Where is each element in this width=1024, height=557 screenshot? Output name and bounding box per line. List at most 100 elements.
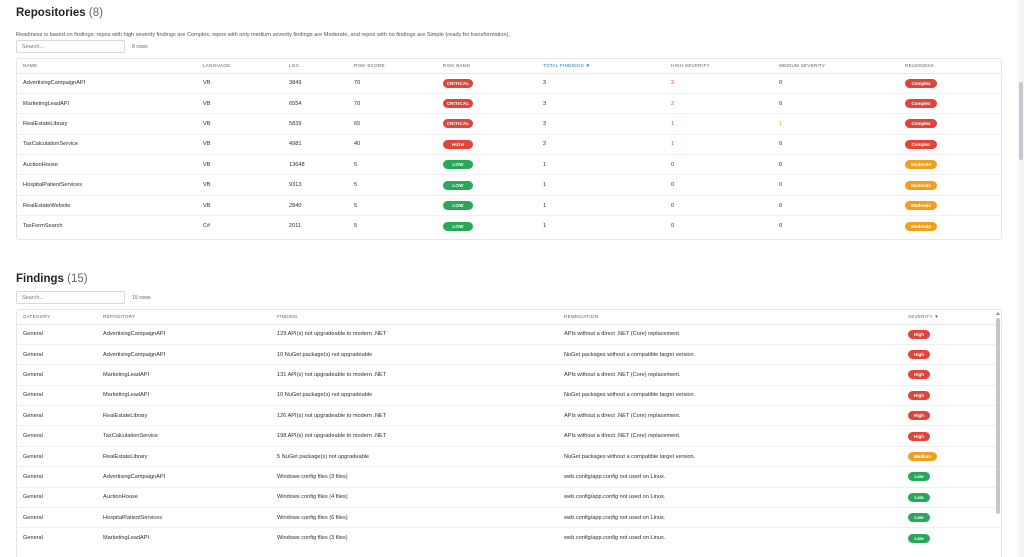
table-row[interactable]: General RealEstateLibrary 126 API(s) not u… [17, 405, 1001, 427]
table-row[interactable]: MarketingLeadAPI VB 6554 70 CRITICAL 3 2 0 Compl… [17, 93, 1001, 115]
repo-risk-score: 70 [348, 93, 437, 115]
finding-repository: TaxCalculationService [97, 425, 271, 447]
repositories-column-header[interactable]: TOTAL FINDINGS ▼ [537, 59, 665, 74]
table-row[interactable]: RealEstateLibrary VB 5839 65 CRITICAL 3 1 1 Comp… [17, 113, 1001, 135]
findings-scrollbar-thumb[interactable] [996, 318, 1000, 514]
finding-remediation: APIs without a direct .NET (Core) replac… [558, 364, 902, 386]
repositories-column-header[interactable]: HIGH SEVERITY [665, 59, 773, 74]
repo-name: HospitalPatientServices [17, 174, 197, 196]
finding-remediation: web.config/app.config not used on Linux. [564, 535, 666, 542]
repo-language: VB [197, 134, 283, 156]
repo-loc: 2840 [283, 195, 348, 217]
repo-readiness-cell: Moderate [899, 174, 1001, 196]
table-row[interactable]: AdvertisingCampaignAPI VB 3849 70 CRITICAL 3 2… [17, 73, 1001, 94]
readiness-badge: Moderate [905, 180, 937, 190]
finding-severity-cell: High [902, 405, 1001, 427]
repo-language: VB [197, 93, 283, 115]
finding-repository: AdvertisingCampaignAPI [97, 344, 271, 366]
repo-medium-severity: 0 [779, 223, 783, 230]
severity-badge: Low [908, 513, 930, 523]
repositories-column-header[interactable]: NAME [17, 59, 197, 74]
page-scrollbar[interactable] [1018, 0, 1024, 557]
finding-category: General [17, 364, 97, 386]
repo-total-findings: 1 [537, 195, 665, 217]
findings-column-header[interactable]: REPOSITORY [97, 310, 271, 325]
risk-band-badge: LOW [443, 221, 473, 231]
finding-description: Windows config files (6 files) [271, 507, 558, 529]
repo-total-findings: 2 [537, 134, 665, 156]
table-row[interactable]: AuctionHouse VB 13648 5 LOW 1 0 0 Moderate [17, 154, 1001, 176]
repo-medium-severity: 0 [773, 174, 899, 196]
findings-column-header[interactable]: SEVERITY ▼ [902, 310, 1001, 325]
finding-severity-cell: Low [902, 528, 1001, 548]
finding-severity-cell: High [902, 385, 1001, 407]
table-row[interactable]: General AdvertisingCampaignAPI 10 NuGet pa… [17, 344, 1001, 366]
repositories-column-header[interactable]: READINESS [899, 59, 1001, 74]
repo-readiness-cell: Moderate [899, 154, 1001, 176]
risk-band-badge: LOW [443, 160, 473, 170]
repo-medium-severity: 1 [773, 113, 899, 135]
finding-severity-cell: High [902, 364, 1001, 386]
repo-language: VB [197, 73, 283, 94]
finding-description: 198 API(s) not upgradeable to modern .NE… [271, 425, 558, 447]
table-row[interactable]: General MarketingLeadAPI 10 NuGet package(… [17, 385, 1001, 407]
table-row[interactable]: HospitalPatientServices VB 9313 5 LOW 1 0 0 Mode… [17, 174, 1001, 196]
repo-risk-score: 5 [354, 223, 358, 230]
finding-remediation: NuGet packages without a compatible targ… [558, 344, 902, 366]
repositories-column-header[interactable]: LANGUAGE [197, 59, 283, 74]
findings-scrollbar[interactable] [996, 312, 1000, 557]
findings-search-input[interactable] [16, 291, 125, 304]
repo-readiness-cell: Moderate [899, 195, 1001, 217]
findings-column-header[interactable]: REMEDIATION [558, 310, 902, 325]
findings-table-card: CATEGORY REPOSITORY FINDING REMEDIATION SEVE… [16, 309, 1002, 557]
table-row[interactable]: General AdvertisingCampaignAPI 129 API(s) … [17, 324, 1001, 345]
repo-risk-score: 5 [348, 195, 437, 217]
table-row[interactable]: RealEstateWebsite VB 2840 5 LOW 1 0 0 Moderate [17, 195, 1001, 217]
findings-search-row: 15 rows [16, 291, 151, 304]
repositories-column-header[interactable]: RISK SCORE [348, 59, 437, 74]
finding-remediation: APIs without a direct .NET (Core) replac… [558, 405, 902, 427]
finding-severity-cell: Low [902, 466, 1001, 488]
table-row[interactable]: TaxFormSearch C# 2011 5 LOW 1 0 0 Moderate [17, 216, 1001, 236]
repositories-title-text: Repositories [16, 7, 86, 19]
repo-language: VB [197, 174, 283, 196]
severity-badge: Medium [908, 452, 937, 462]
finding-remediation: APIs without a direct .NET (Core) replac… [558, 425, 902, 447]
page-scrollbar-thumb[interactable] [1019, 82, 1023, 160]
severity-badge: High [908, 411, 930, 421]
table-row[interactable]: General MarketingLeadAPI Windows config fi… [17, 528, 1001, 548]
finding-description: 5 NuGet package(s) not upgradeable [271, 446, 558, 468]
severity-badge: High [908, 390, 930, 400]
finding-remediation: NuGet packages without a compatible targ… [558, 385, 902, 407]
repo-language: VB [197, 195, 283, 217]
findings-row-count: 15 rows [132, 294, 151, 301]
table-row[interactable]: TaxCalculationService VB 4981 40 HIGH 2 1 0 Comp… [17, 134, 1001, 156]
scroll-up-arrow-icon[interactable] [996, 312, 1000, 315]
readiness-badge: Complex [905, 99, 937, 109]
finding-remediation: NuGet packages without a compatible targ… [558, 446, 902, 468]
repo-risk-band-cell: LOW [437, 174, 537, 196]
repositories-column-header[interactable]: RISK BAND [437, 59, 537, 74]
finding-severity-cell: High [902, 344, 1001, 366]
repo-name: AuctionHouse [17, 154, 197, 176]
table-row[interactable]: General AuctionHouse Windows config files … [17, 487, 1001, 509]
finding-description: 131 API(s) not upgradeable to modern .NE… [271, 364, 558, 386]
table-row[interactable]: General RealEstateLibrary 5 NuGet package(… [17, 446, 1001, 468]
repo-readiness-cell: Complex [899, 113, 1001, 135]
finding-severity-cell: Low [902, 487, 1001, 509]
repo-risk-band-cell: CRITICAL [437, 93, 537, 115]
table-row[interactable]: General HospitalPatientServices Windows co… [17, 507, 1001, 529]
table-row[interactable]: General MarketingLeadAPI 131 API(s) not up… [17, 364, 1001, 386]
repo-total-findings: 3 [537, 73, 665, 94]
table-row[interactable]: General AdvertisingCampaignAPI Windows con… [17, 466, 1001, 488]
finding-remediation: web.config/app.config not used on Linux. [558, 507, 902, 529]
repositories-search-input[interactable] [16, 40, 125, 53]
repositories-column-header[interactable]: LOC [283, 59, 348, 74]
table-row[interactable]: General TaxCalculationService 198 API(s) n… [17, 425, 1001, 447]
finding-description: 10 NuGet package(s) not upgradeable [271, 344, 558, 366]
findings-column-header[interactable]: CATEGORY [17, 310, 97, 325]
risk-band-badge: LOW [443, 180, 473, 190]
finding-category: General [17, 487, 97, 509]
findings-column-header[interactable]: FINDING [271, 310, 558, 325]
repositories-column-header[interactable]: MEDIUM SEVERITY [773, 59, 899, 74]
